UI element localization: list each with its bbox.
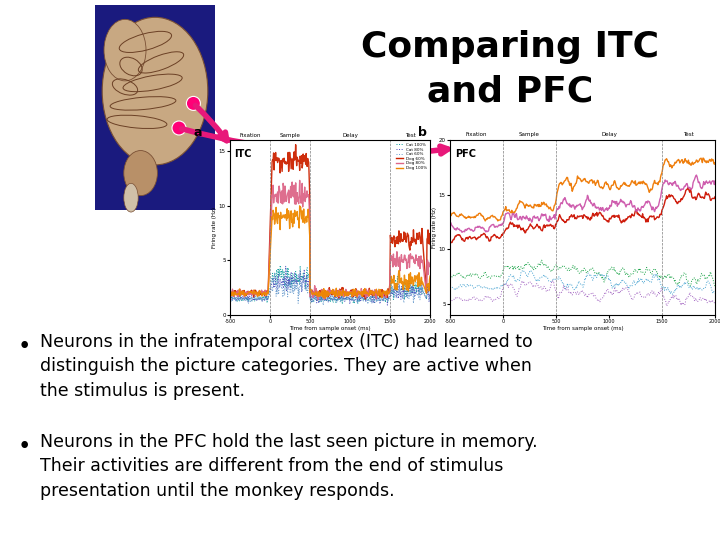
Text: Test: Test: [405, 133, 415, 138]
Ellipse shape: [124, 184, 138, 212]
Text: and PFC: and PFC: [427, 75, 593, 109]
Text: b: b: [418, 126, 427, 139]
Text: Sample: Sample: [279, 133, 300, 138]
Text: PFC: PFC: [455, 148, 477, 159]
Ellipse shape: [104, 19, 146, 81]
Text: ITC: ITC: [234, 148, 251, 159]
Text: Comparing ITC: Comparing ITC: [361, 30, 659, 64]
Text: a: a: [194, 126, 202, 139]
Text: Fixation: Fixation: [466, 132, 487, 137]
Bar: [95, 5, 215, 210]
Circle shape: [186, 97, 200, 110]
Y-axis label: Firing rate (Hz): Firing rate (Hz): [433, 207, 438, 248]
X-axis label: Time from sample onset (ms): Time from sample onset (ms): [541, 326, 624, 330]
Text: •: •: [18, 335, 32, 358]
Text: Neurons in the PFC hold the last seen picture in memory.
Their activities are di: Neurons in the PFC hold the last seen pi…: [40, 433, 538, 500]
Text: Delay: Delay: [601, 132, 617, 137]
Ellipse shape: [124, 151, 158, 195]
Legend: Cat 100%, Cat 80%, Cat 60%, Dog 60%, Dog 80%, Dog 100%: Cat 100%, Cat 80%, Cat 60%, Dog 60%, Dog…: [395, 142, 428, 171]
Text: Test: Test: [683, 132, 694, 137]
Text: Fixation: Fixation: [239, 133, 261, 138]
Y-axis label: Firing rate (Hz): Firing rate (Hz): [212, 207, 217, 248]
X-axis label: Time from sample onset (ms): Time from sample onset (ms): [289, 326, 371, 330]
Text: Neurons in the infratemporal cortex (ITC) had learned to
distinguish the picture: Neurons in the infratemporal cortex (ITC…: [40, 333, 533, 400]
Circle shape: [172, 121, 186, 135]
Text: Sample: Sample: [519, 132, 540, 137]
Ellipse shape: [102, 17, 208, 165]
Text: Delay: Delay: [342, 133, 358, 138]
Text: •: •: [18, 435, 32, 458]
